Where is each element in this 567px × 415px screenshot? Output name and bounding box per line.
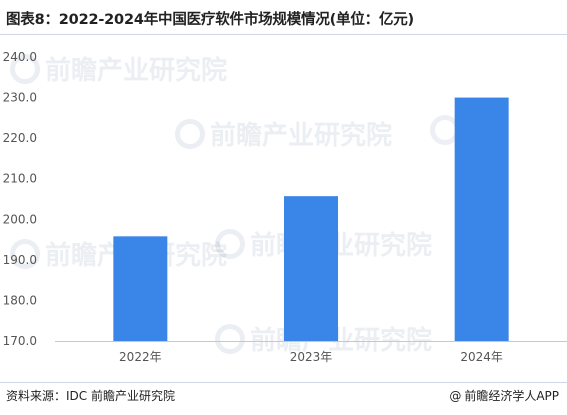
- y-tick-label: 190.0: [3, 253, 37, 267]
- y-tick-label: 240.0: [3, 50, 37, 64]
- source-note: 资料来源：IDC 前瞻产业研究院: [6, 389, 175, 403]
- x-tick-label: 2022年: [119, 350, 162, 364]
- x-tick-label: 2023年: [290, 350, 333, 364]
- bar: [284, 196, 338, 341]
- x-tick-label: 2024年: [460, 350, 503, 364]
- y-tick-label: 170.0: [3, 334, 37, 348]
- title-divider: [0, 34, 567, 35]
- y-tick-label: 210.0: [3, 172, 37, 186]
- y-tick-label: 220.0: [3, 131, 37, 145]
- y-tick-label: 200.0: [3, 212, 37, 226]
- at-icon: @: [449, 388, 462, 403]
- credit-label: 前瞻经济学人APP: [464, 389, 559, 403]
- y-tick-label: 230.0: [3, 91, 37, 105]
- chart-title: 图表8：2022-2024年中国医疗软件市场规模情况(单位：亿元): [6, 12, 414, 28]
- bar-chart: 170.0 180.0 190.0 200.0 210.0 220.0 230.0 240.0…: [3, 50, 567, 364]
- y-tick-label: 180.0: [3, 293, 37, 307]
- bar: [454, 97, 509, 341]
- footer-divider: [0, 382, 567, 383]
- credit-note: @ 前瞻经济学人APP: [449, 387, 559, 404]
- bar: [113, 236, 168, 341]
